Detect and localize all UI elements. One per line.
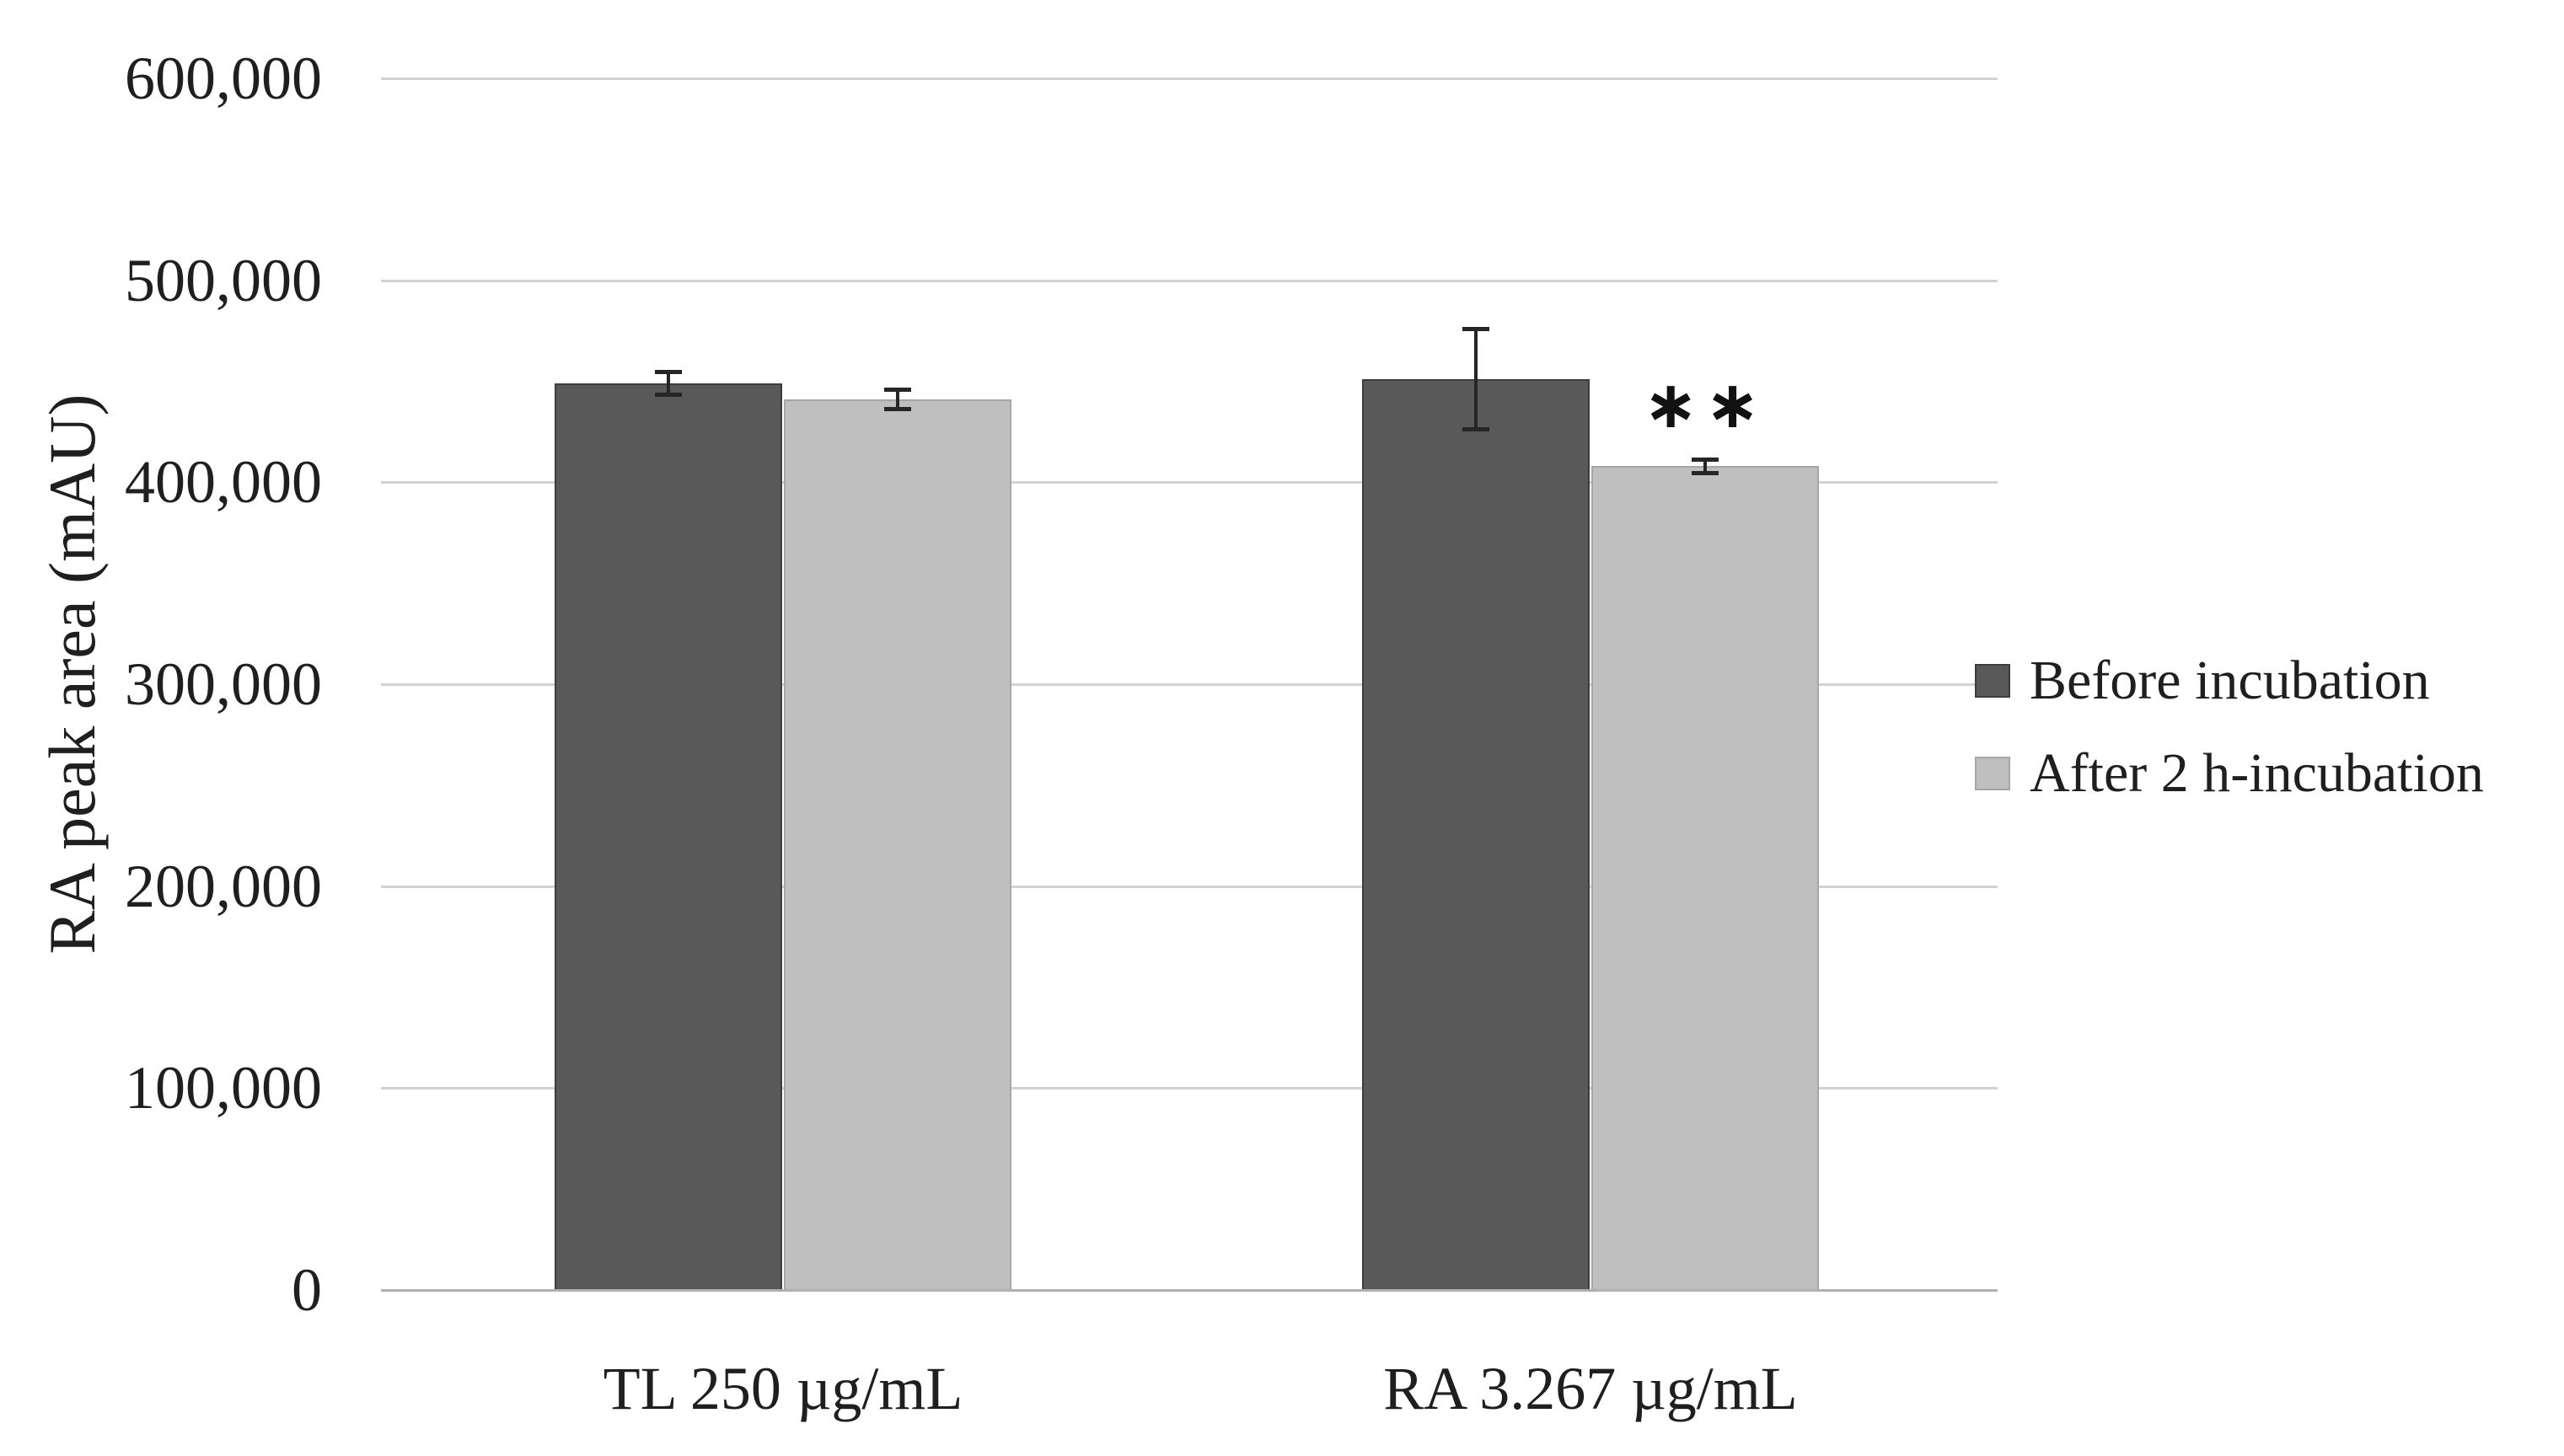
error-bar-cap — [655, 369, 682, 374]
gridline — [381, 77, 1998, 80]
error-bar-cap — [1462, 327, 1489, 332]
error-bar — [1474, 329, 1478, 430]
y-tick-label: 200,000 — [125, 852, 322, 920]
y-tick-label: 100,000 — [125, 1054, 322, 1122]
bar — [784, 399, 1011, 1290]
y-tick-label: 0 — [292, 1256, 322, 1324]
y-tick-label: 500,000 — [125, 246, 322, 314]
gridline — [381, 481, 1998, 484]
error-bar-cap — [1462, 427, 1489, 432]
legend-label-series-1: After 2 h-incubation — [2030, 742, 2484, 804]
error-bar-cap — [1692, 470, 1719, 475]
legend-label-series-0: Before incubation — [2030, 650, 2430, 711]
y-tick-label: 300,000 — [125, 650, 322, 718]
y-tick-label: 600,000 — [125, 44, 322, 112]
bar — [1362, 379, 1590, 1290]
x-category-label: TL 250 µg/mL — [603, 1355, 963, 1422]
gridline — [381, 279, 1998, 282]
significance-annotation: ∗∗ — [1643, 367, 1767, 444]
gridline — [381, 682, 1998, 686]
gridline — [381, 1087, 1998, 1090]
legend-swatch-series-1 — [1975, 757, 2010, 790]
x-category-label: RA 3.267 µg/mL — [1383, 1355, 1798, 1422]
error-bar-cap — [884, 388, 911, 393]
error-bar-cap — [884, 407, 911, 412]
error-bar — [896, 389, 899, 410]
error-bar-cap — [1692, 457, 1719, 462]
x-axis-line — [381, 1289, 1998, 1292]
error-bar-cap — [655, 393, 682, 398]
error-bar — [667, 371, 670, 396]
bar — [555, 383, 782, 1290]
bar — [1591, 466, 1819, 1290]
legend-swatch-series-0 — [1975, 664, 2010, 698]
gridline — [381, 885, 1998, 888]
error-bar — [1703, 458, 1707, 474]
y-tick-label: 400,000 — [125, 448, 322, 517]
